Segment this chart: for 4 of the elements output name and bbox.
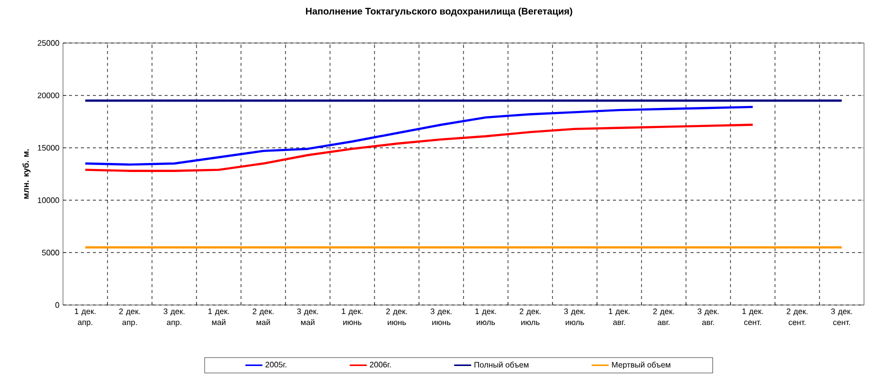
chart-title: Наполнение Токтагульского водохранилища (Вегетация) <box>306 8 572 16</box>
line-series <box>84 106 754 166</box>
y-axis-title: млн. куб. м. <box>22 149 30 199</box>
line-series <box>84 124 754 172</box>
